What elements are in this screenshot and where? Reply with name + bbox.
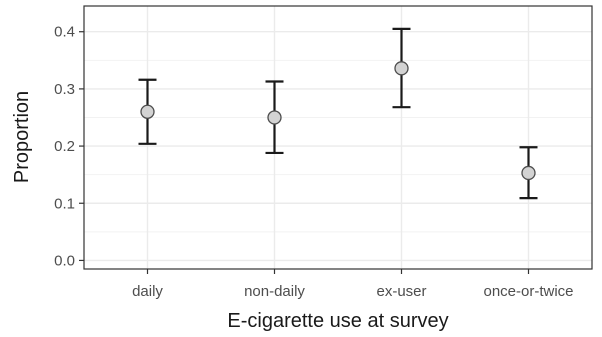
x-tick-label: daily	[132, 283, 163, 300]
y-axis-ticks: 0.0 0.1 0.2 0.3 0.4	[54, 24, 84, 269]
x-axis-title: E-cigarette use at survey	[227, 310, 448, 332]
y-tick-label: 0.1	[54, 195, 75, 212]
x-tick-label: ex-user	[376, 283, 426, 300]
panel-border	[83, 5, 593, 270]
data-point-daily	[140, 104, 155, 119]
data-point-non-daily	[267, 110, 282, 125]
x-tick-label: non-daily	[244, 283, 305, 300]
data-points	[140, 61, 536, 181]
y-tick-label: 0.3	[54, 81, 75, 98]
y-axis-title: Proportion	[11, 91, 33, 183]
y-tick-label: 0.0	[54, 252, 75, 269]
data-point-ex-user	[394, 61, 409, 76]
y-tick-label: 0.2	[54, 138, 75, 155]
plot-panel	[84, 6, 592, 269]
x-tick-label: once-or-twice	[483, 283, 573, 300]
data-point-once-or-twice	[521, 165, 536, 181]
y-tick-label: 0.4	[54, 24, 75, 41]
x-axis-ticks: daily non-daily ex-user once-or-twice	[132, 269, 574, 300]
